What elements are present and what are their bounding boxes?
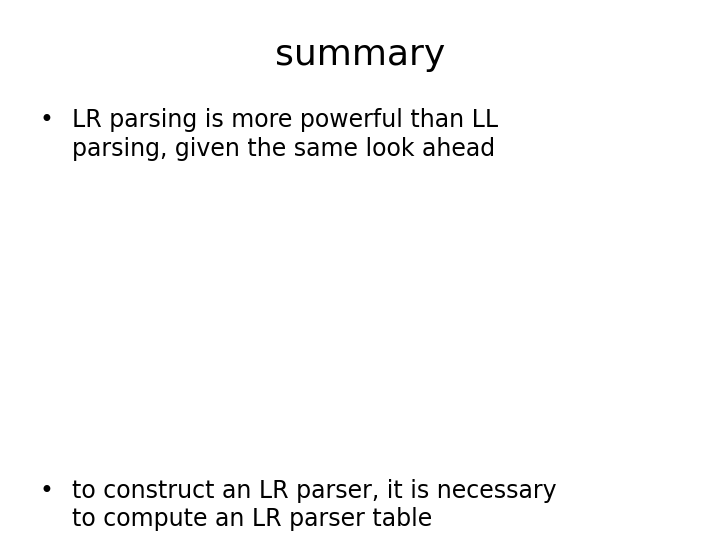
Text: •: • [40, 479, 53, 503]
Text: LR parsing is more powerful than LL
parsing, given the same look ahead: LR parsing is more powerful than LL pars… [72, 108, 498, 161]
Text: to construct an LR parser, it is necessary
to compute an LR parser table: to construct an LR parser, it is necessa… [72, 479, 557, 531]
Text: •: • [40, 108, 53, 132]
Text: summary: summary [275, 38, 445, 72]
